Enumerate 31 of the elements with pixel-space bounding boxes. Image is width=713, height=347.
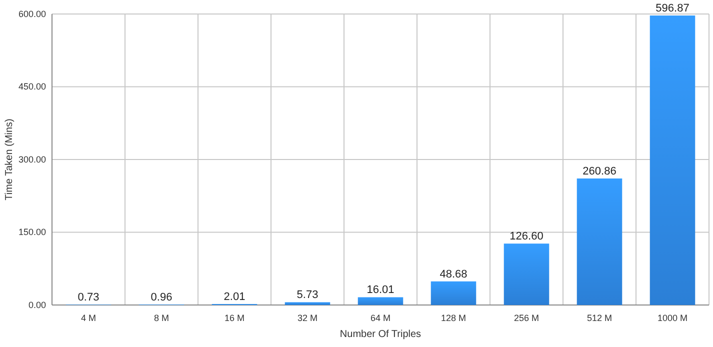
data-label: 5.73 (296, 289, 318, 302)
data-label: 126.60 (510, 230, 544, 243)
y-tick-label: 150.00 (18, 227, 46, 238)
x-tick-label: 1000 M (657, 313, 688, 323)
bar (284, 302, 330, 305)
x-tick-label: 32 M (297, 313, 318, 323)
bar (358, 297, 404, 305)
y-tick-label: 300.00 (18, 154, 46, 164)
y-tick-label: 450.00 (18, 82, 46, 92)
bar (576, 178, 622, 305)
data-label: 596.87 (656, 2, 690, 15)
y-tick-label: 600.00 (18, 8, 46, 19)
data-label: 0.73 (78, 292, 100, 304)
x-tick-label: 8 M (154, 313, 170, 323)
y-tick-label: 0.00 (28, 300, 46, 310)
x-tick-label: 4 M (80, 313, 96, 323)
data-label: 260.86 (582, 165, 616, 178)
x-tick-label: 128 M (440, 313, 466, 323)
x-tick-label: 64 M (370, 313, 391, 323)
bar (430, 281, 476, 305)
bar (650, 16, 696, 305)
bar (504, 244, 550, 305)
data-label: 2.01 (224, 291, 246, 304)
x-axis-title: Number Of Triples (340, 329, 422, 340)
data-label: 48.68 (440, 268, 468, 280)
data-label: 0.96 (150, 292, 172, 304)
x-tick-label: 16 M (224, 313, 245, 323)
y-axis-title: Time Taken (Mins) (4, 118, 15, 200)
x-tick-label: 512 M (586, 313, 612, 323)
data-label: 16.01 (366, 284, 394, 296)
x-tick-label: 256 M (514, 313, 540, 323)
